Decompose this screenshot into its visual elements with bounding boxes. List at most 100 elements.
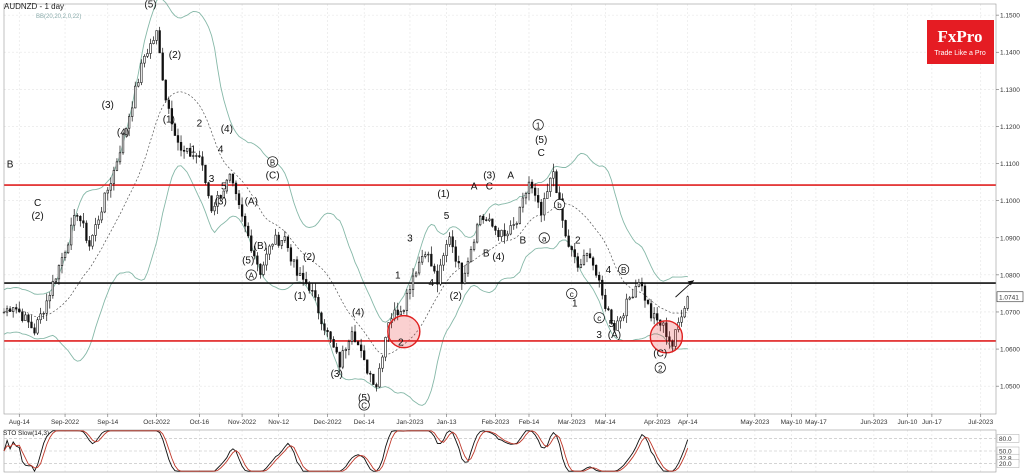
candle-body: [451, 236, 454, 248]
candle-body: [683, 308, 686, 318]
x-tick-label: Dec-14: [354, 419, 375, 426]
candle-body: [277, 234, 280, 246]
candle-body: [341, 350, 344, 368]
candle-body: [366, 359, 369, 374]
candle-body: [533, 187, 537, 196]
wave-label: 1: [190, 144, 196, 155]
circled-wave-label: B: [621, 266, 626, 275]
candle-body: [51, 281, 54, 296]
candle-body: [573, 249, 576, 257]
candle-body: [292, 259, 296, 262]
candle-body: [301, 272, 305, 280]
candle-body: [585, 253, 589, 256]
candle-body: [622, 315, 625, 319]
candle-body: [173, 123, 177, 136]
candle-body: [143, 55, 146, 64]
candle-body: [546, 191, 549, 199]
logo-box: [927, 20, 994, 64]
candle-body: [30, 321, 33, 329]
candle-body: [295, 259, 299, 276]
candle-body: [262, 264, 265, 275]
x-tick-label: Feb-2023: [482, 419, 510, 426]
candle-body: [543, 198, 546, 216]
candle-body: [521, 197, 525, 208]
y-tick-label: 1.0600: [1000, 347, 1020, 354]
candle-body: [195, 155, 198, 157]
candle-body: [198, 155, 201, 158]
candle-body: [18, 308, 21, 313]
circled-label-ring: [553, 199, 566, 211]
wave-label: (3): [102, 100, 114, 111]
candle-body: [359, 344, 363, 352]
stoch-tick-label: 32.8: [999, 456, 1012, 463]
candle-body: [656, 313, 659, 321]
candle-body: [454, 246, 457, 262]
wave-label: (A): [245, 196, 258, 207]
candle-body: [558, 192, 561, 200]
candle-body: [482, 215, 485, 221]
circled-label-ring: [618, 263, 630, 276]
candle-body: [237, 193, 241, 206]
circled-wave-label: B: [270, 158, 275, 167]
candle-body: [231, 173, 235, 184]
candle-body: [399, 311, 402, 316]
candle-body: [457, 261, 460, 264]
candle-body: [170, 108, 174, 125]
candle-body: [411, 275, 415, 290]
annotations: BC(2)(3)(4)(5)(2)(1) 21 4(4)35(3) (A)(C)(B)…: [7, 0, 695, 411]
candle-body: [372, 373, 375, 385]
logo-tagline: Trade Like a Pro: [934, 50, 986, 57]
candle-body: [298, 272, 302, 276]
x-tick-label: Aug-14: [9, 419, 30, 426]
candle-body: [289, 247, 293, 262]
candle-body: [259, 263, 262, 275]
wave-label: C: [34, 198, 41, 209]
wave-label: (3): [215, 196, 227, 207]
circled-wave-label: C: [361, 401, 367, 410]
candle-body: [73, 215, 76, 226]
circled-label-ring: [566, 288, 578, 300]
y-tick-label: 1.0500: [1000, 384, 1020, 391]
candle-body: [463, 272, 467, 284]
circled-wave-label: b: [557, 201, 562, 210]
candle-body: [146, 53, 149, 57]
wave-label: (A): [608, 330, 621, 341]
candle-body: [445, 244, 448, 256]
candle-body: [280, 240, 283, 246]
candle-body: [57, 265, 61, 280]
candle-body: [628, 297, 631, 300]
highlight-circle: [387, 314, 421, 349]
candle-body: [66, 244, 70, 254]
y-tick-label: 1.1300: [1000, 87, 1020, 94]
wave-label: B: [7, 159, 14, 170]
wave-label: C: [538, 148, 545, 159]
candle-body: [115, 161, 119, 171]
candle-body: [176, 135, 180, 143]
x-tick-label: Nov-2022: [228, 419, 257, 426]
circled-wave-label: c: [570, 290, 574, 299]
candle-body: [161, 52, 164, 81]
oscillator-label: STO Slow(14,3): [3, 430, 49, 437]
candle-body: [12, 307, 15, 312]
x-tick-label: May-17: [805, 419, 827, 426]
x-tick-label: May-2023: [740, 419, 769, 426]
candle-body: [344, 348, 347, 352]
candle-body: [274, 234, 277, 245]
candle-body: [537, 195, 540, 203]
candle-body: [527, 181, 531, 194]
candle-body: [506, 233, 509, 237]
candle-body: [155, 30, 158, 41]
wave-label: 2: [398, 337, 404, 348]
candle-body: [479, 215, 482, 226]
candle-body: [94, 224, 97, 236]
candle-body: [204, 164, 207, 183]
wave-label: (1): [294, 291, 306, 302]
wave-label: (5): [144, 0, 156, 11]
candle-body: [70, 224, 73, 246]
candle-body: [265, 253, 268, 266]
indicator-label: BB(20,20,2,0,22): [36, 14, 81, 20]
candle-body: [417, 261, 421, 274]
candle-body: [488, 218, 491, 221]
wave-label: (5): [242, 256, 254, 267]
candle-body: [424, 254, 427, 257]
